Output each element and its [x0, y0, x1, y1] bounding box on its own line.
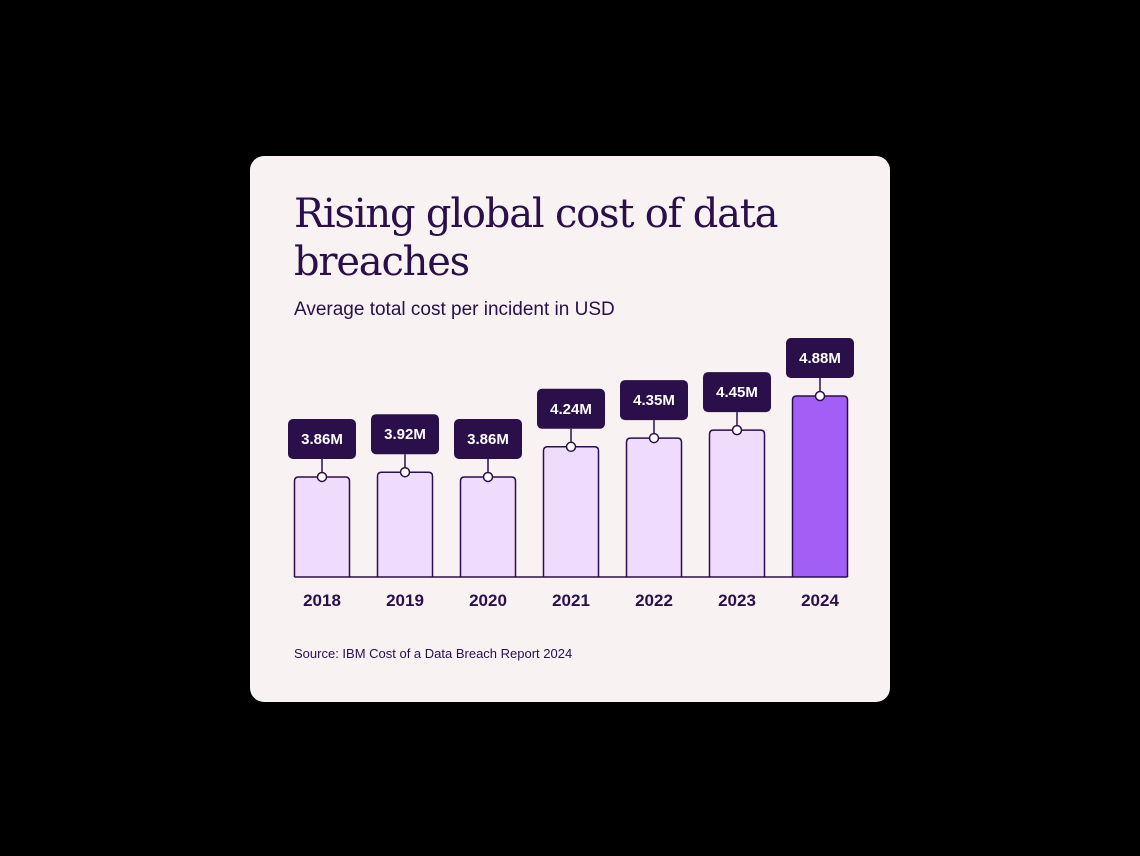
x-tick-label: 2020 [469, 591, 507, 610]
data-label: 4.24M [550, 401, 592, 418]
data-point-marker [482, 471, 494, 483]
data-label-box [786, 338, 854, 378]
data-label-box [371, 414, 439, 455]
data-label: 4.88M [799, 350, 841, 367]
data-point-marker [814, 390, 826, 402]
bar-2020 [459, 476, 517, 577]
x-tick-label: 2021 [552, 591, 590, 610]
bar-2019 [376, 471, 434, 577]
chart-title: Rising global cost of data breaches [294, 191, 779, 285]
bar-2022 [625, 437, 683, 577]
data-point-marker [399, 466, 411, 478]
bar-2023 [708, 429, 766, 577]
x-tick-label: 2018 [303, 591, 341, 610]
data-label-box [537, 388, 605, 429]
chart-subtitle: Average total cost per incident in USD [294, 299, 615, 320]
chart-source: Source: IBM Cost of a Data Breach Report… [294, 646, 573, 661]
bar-2018 [293, 476, 351, 577]
chart-card: Rising global cost of data breaches Aver… [250, 156, 890, 702]
data-point-marker [316, 471, 328, 483]
data-label-box [288, 418, 356, 459]
data-point-marker [731, 424, 743, 436]
data-point-marker [565, 441, 577, 453]
data-label-box [620, 380, 688, 421]
x-tick-label: 2022 [635, 591, 673, 610]
data-label: 4.45M [716, 384, 758, 401]
data-label-box [454, 418, 522, 459]
bar-chart: 3.86M 2018 3.92M 2019 3.86M 2020 4.24M 2021 4.35… [288, 338, 854, 610]
x-tick-label: 2019 [386, 591, 424, 610]
x-tick-label: 2023 [718, 591, 756, 610]
data-label: 3.86M [301, 431, 343, 448]
data-point-marker [648, 432, 660, 444]
bar-2021 [542, 446, 600, 577]
data-label: 3.86M [467, 431, 509, 448]
x-tick-label: 2024 [801, 591, 839, 610]
bar-2024 [791, 395, 849, 577]
data-label-box [703, 372, 771, 413]
data-label: 3.92M [384, 426, 426, 443]
data-label: 4.35M [633, 392, 675, 409]
